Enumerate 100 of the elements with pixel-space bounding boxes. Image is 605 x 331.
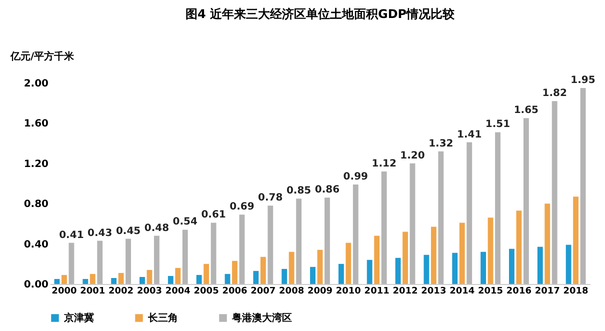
data-label: 0.78 (258, 192, 283, 204)
bar (68, 242, 74, 284)
bar (438, 151, 444, 284)
bar (282, 268, 288, 284)
y-tick-label: 1.20 (24, 158, 49, 170)
bar (509, 248, 514, 284)
bar (82, 278, 88, 284)
data-label: 0.99 (343, 172, 368, 183)
bar (573, 196, 578, 284)
bar (338, 264, 344, 284)
bar (346, 242, 352, 284)
bar (430, 226, 436, 284)
legend-label: 粤港澳大湾区 (231, 312, 292, 324)
bar (395, 258, 401, 284)
data-label: 1.95 (570, 75, 596, 86)
bar (324, 198, 330, 284)
data-label: 0.45 (116, 226, 141, 237)
data-label: 1.82 (542, 88, 567, 100)
bar (537, 246, 543, 284)
bar (210, 222, 216, 284)
bar (296, 198, 302, 284)
data-label: 0.43 (88, 228, 112, 239)
bar (402, 232, 408, 284)
x-tick-label: 2003 (136, 286, 162, 296)
bar (459, 222, 465, 284)
y-tick-label: 2.00 (24, 78, 49, 90)
bar (480, 252, 486, 284)
data-label: 0.41 (59, 230, 84, 241)
data-label: 1.32 (428, 138, 454, 150)
data-label: 1.65 (514, 105, 539, 116)
x-tick-label: 2016 (506, 286, 532, 296)
x-tick-label: 2009 (307, 286, 333, 296)
y-tick-label: 0.80 (24, 199, 49, 210)
x-tick-label: 2001 (80, 286, 106, 296)
bar (253, 270, 259, 284)
y-tick-label: 1.60 (24, 118, 49, 130)
bar (182, 230, 188, 284)
bar (175, 268, 181, 284)
bar (260, 256, 266, 284)
bar (317, 250, 323, 284)
x-tick-label: 2017 (534, 286, 560, 296)
x-tick-label: 2008 (279, 286, 304, 296)
bar (523, 118, 529, 284)
x-tick-label: 2007 (250, 286, 276, 296)
data-label: 0.61 (201, 210, 226, 221)
bar (424, 254, 430, 284)
bar (204, 264, 210, 284)
bar (466, 142, 472, 284)
bar (544, 204, 550, 284)
bar (268, 206, 274, 284)
bar (352, 184, 358, 284)
x-tick-label: 2006 (222, 286, 248, 296)
data-label: 1.12 (372, 158, 396, 170)
bar (366, 260, 372, 284)
x-tick-label: 2012 (392, 286, 418, 296)
x-tick-label: 2015 (478, 286, 504, 296)
x-tick-label: 2010 (336, 286, 361, 296)
bar (168, 276, 174, 284)
data-label: 0.69 (230, 202, 254, 213)
data-label: 0.85 (286, 186, 312, 197)
bar (97, 240, 103, 284)
bar (566, 244, 572, 284)
bar (495, 132, 500, 284)
data-label: 0.48 (144, 222, 170, 234)
bar (90, 274, 96, 284)
bar (62, 274, 67, 284)
bar (232, 260, 238, 284)
bar (580, 88, 586, 284)
x-tick-label: 2000 (52, 286, 77, 296)
data-label: 0.86 (314, 184, 340, 196)
x-tick-label: 2013 (421, 286, 446, 296)
bar (552, 101, 558, 284)
bar (118, 272, 124, 284)
x-tick-label: 2018 (563, 286, 588, 296)
bar (310, 266, 316, 284)
bar (154, 236, 160, 284)
bar (111, 278, 117, 284)
x-tick-label: 2005 (194, 286, 219, 296)
chart-title: 图4 近年来三大经济区单位土地面积GDP情况比较 (185, 7, 456, 21)
bar (288, 252, 294, 284)
x-tick-label: 2011 (364, 286, 390, 296)
bar (126, 238, 131, 284)
y-tick-label: 0.40 (24, 239, 49, 250)
bar (516, 210, 522, 284)
y-tick-label: 0.00 (24, 280, 49, 290)
bar (410, 163, 416, 284)
x-tick-label: 2004 (165, 286, 190, 296)
x-tick-label: 2014 (450, 286, 475, 296)
data-label: 1.41 (456, 129, 482, 140)
bar (381, 171, 387, 284)
bar (239, 214, 245, 284)
x-tick-label: 2002 (108, 286, 134, 296)
bar (196, 274, 202, 284)
legend-label: 长三角 (147, 312, 178, 324)
data-label: 1.51 (485, 119, 510, 130)
y-axis-title: 亿元/平方千米 (10, 50, 76, 62)
legend-label: 京津冀 (63, 312, 94, 324)
bar (54, 278, 60, 284)
bar (374, 236, 380, 284)
bar (224, 274, 230, 284)
